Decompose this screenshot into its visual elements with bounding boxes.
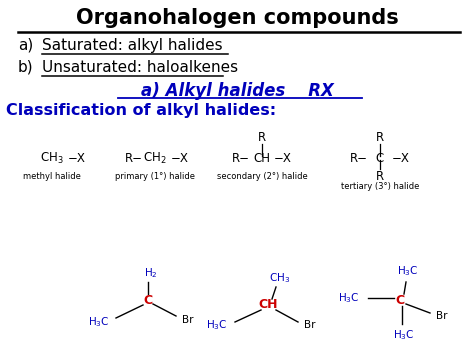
Text: C: C (144, 294, 153, 306)
Text: R−: R− (350, 152, 368, 164)
Text: R−: R− (125, 152, 143, 164)
Text: a) Alkyl halides    RX: a) Alkyl halides RX (141, 82, 333, 100)
Text: Br: Br (304, 320, 316, 330)
Text: −X: −X (274, 152, 292, 164)
Text: R: R (258, 131, 266, 144)
Text: Unsaturated: haloalkenes: Unsaturated: haloalkenes (42, 60, 238, 75)
Text: Br: Br (436, 311, 447, 321)
Text: CH: CH (258, 299, 278, 311)
Text: −X: −X (171, 152, 189, 164)
Text: primary (1°) halide: primary (1°) halide (115, 172, 195, 181)
Text: methyl halide: methyl halide (23, 172, 81, 181)
Text: R: R (376, 170, 384, 183)
Text: CH$_3$: CH$_3$ (269, 271, 291, 285)
Text: CH$_3$: CH$_3$ (40, 151, 64, 165)
Text: Organohalogen compounds: Organohalogen compounds (76, 8, 398, 28)
Text: −X: −X (68, 152, 86, 164)
Text: H$_2$: H$_2$ (144, 266, 158, 280)
Text: CH$_2$: CH$_2$ (143, 151, 167, 165)
Text: a): a) (18, 38, 33, 53)
Text: Saturated: alkyl halides: Saturated: alkyl halides (42, 38, 223, 53)
Text: C: C (395, 294, 405, 306)
Text: R−: R− (232, 152, 250, 164)
Text: H$_3$C: H$_3$C (89, 315, 110, 329)
Text: secondary (2°) halide: secondary (2°) halide (217, 172, 307, 181)
Text: H$_3$C: H$_3$C (206, 318, 228, 332)
Text: b): b) (18, 60, 34, 75)
Text: H$_3$C: H$_3$C (338, 291, 360, 305)
Text: CH: CH (254, 152, 271, 164)
Text: C: C (376, 152, 384, 164)
Text: Br: Br (182, 315, 193, 325)
Text: Classification of alkyl halides:: Classification of alkyl halides: (6, 103, 276, 118)
Text: tertiary (3°) halide: tertiary (3°) halide (341, 182, 419, 191)
Text: H$_3$C: H$_3$C (393, 328, 415, 342)
Text: H$_3$C: H$_3$C (397, 264, 419, 278)
Text: −X: −X (392, 152, 410, 164)
Text: R: R (376, 131, 384, 144)
